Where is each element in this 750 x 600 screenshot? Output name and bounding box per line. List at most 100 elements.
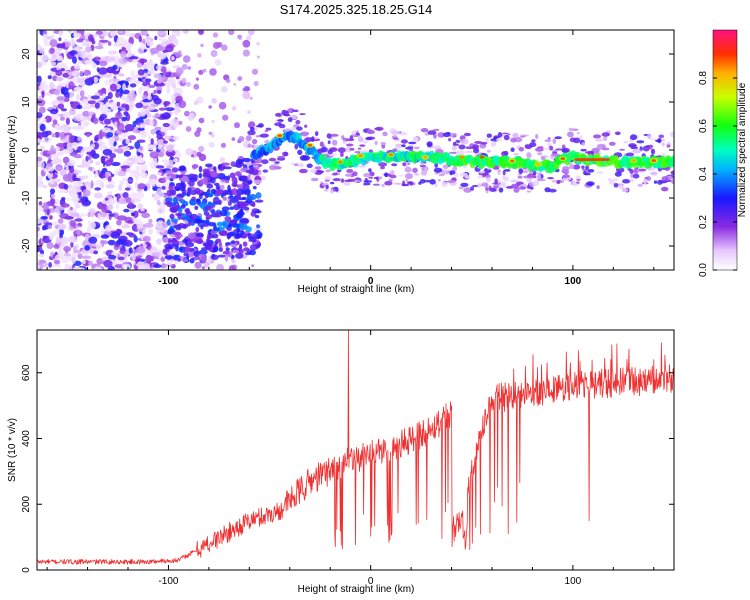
spectrogram-cell <box>245 252 252 256</box>
spectrogram-cell <box>69 152 77 157</box>
spectrogram-cell <box>235 252 244 259</box>
spectrogram-cell <box>146 105 156 111</box>
snr-x-tick-label: -100 <box>158 576 178 587</box>
spectrogram-cell <box>552 138 557 145</box>
spectrogram-cell <box>49 39 58 48</box>
spectrogram-cell <box>136 139 146 143</box>
spectrogram-x-axis-label: Height of straight line (km) <box>298 284 415 295</box>
spectrogram-cell <box>486 149 491 153</box>
spectrogram-cell <box>155 165 165 169</box>
spectrogram-cell <box>210 254 219 260</box>
spectrogram-cell <box>172 197 179 204</box>
spectrogram-cell <box>69 220 76 227</box>
spectrogram-cell <box>433 167 443 173</box>
spectrogram-cell <box>194 218 202 224</box>
spectrogram-cell <box>139 164 148 172</box>
spectrogram-cell <box>512 132 519 138</box>
spectrogram-cell <box>210 133 215 138</box>
spectrogram-cell <box>93 76 99 84</box>
spectrogram-cell <box>251 68 259 75</box>
spectrogram-cell <box>372 183 380 186</box>
spectrogram-cell <box>37 75 42 84</box>
spectrogram-cell <box>128 247 133 254</box>
spectrogram-cell <box>502 176 509 182</box>
spectrogram-cell <box>210 229 216 236</box>
spectrogram-cell <box>490 141 497 147</box>
spectrogram-cell <box>148 228 154 235</box>
spectrogram-cell <box>50 160 59 165</box>
spectrogram-cell <box>177 258 181 262</box>
spectrogram-cell <box>653 180 658 184</box>
spectrogram-cell <box>228 265 236 270</box>
spectrogram-cell <box>118 235 128 243</box>
spectrogram-cell <box>581 142 586 146</box>
spectrogram-cell <box>204 205 212 211</box>
spectrogram-cell <box>37 61 43 69</box>
spectrogram-cell <box>243 247 250 252</box>
spectrogram-cell <box>57 103 65 110</box>
spectrogram-cell <box>116 101 121 107</box>
spectrogram-cell <box>409 181 414 186</box>
spectrogram-cell <box>227 223 232 228</box>
spectrogram-cell <box>37 156 43 162</box>
spectrogram-cell <box>153 89 157 95</box>
spectrogram-cell <box>295 120 301 125</box>
spectrogram-cell <box>432 128 440 131</box>
spectrogram-cell <box>108 51 116 56</box>
spectrogram-cell <box>395 143 402 150</box>
spectrogram-cell <box>121 116 127 122</box>
spectrogram-cell <box>170 173 177 180</box>
spectrogram-cell <box>554 136 562 140</box>
spectrogram-cell <box>218 101 227 110</box>
spectrogram-cell <box>544 147 550 151</box>
spectrogram-cell <box>479 155 485 159</box>
spectrogram-cell <box>219 184 225 191</box>
spectrogram-cell <box>199 178 208 185</box>
spectrogram-cell <box>256 224 261 229</box>
spectrogram-cell <box>157 151 165 158</box>
spectrogram-cell <box>458 186 464 190</box>
spectrogram-cell <box>510 179 520 183</box>
spectrogram-cell <box>226 175 231 181</box>
spectrogram-cell <box>242 184 250 191</box>
spectrogram-cell <box>57 188 68 193</box>
spectrogram-cell <box>587 169 595 173</box>
spectrogram-cell <box>175 224 182 231</box>
spectrogram-cell <box>137 203 144 209</box>
spectrogram-cell <box>249 175 255 181</box>
spectrogram-cell <box>269 164 277 171</box>
spectrogram-cell <box>103 73 113 79</box>
spectrogram-cell <box>224 254 229 262</box>
spectrogram-cell <box>195 233 204 238</box>
spectrogram-cell <box>55 76 64 82</box>
spectrogram-cell <box>239 223 248 230</box>
spectrogram-cell <box>297 149 303 155</box>
spectrogram-cell <box>178 120 183 125</box>
spectrogram-cell <box>97 212 101 221</box>
spectrogram-cell <box>58 37 62 42</box>
spectrogram-cell <box>231 259 236 264</box>
spectrogram-cell <box>106 132 114 138</box>
spectrogram-cell <box>437 132 446 138</box>
spectrogram-cell <box>83 175 89 179</box>
spectrogram-cell <box>575 175 581 180</box>
spectrogram-cell <box>222 196 227 201</box>
spectrogram-cell <box>134 141 141 149</box>
spectrogram-cell <box>120 50 127 59</box>
spectrogram-cell <box>42 184 48 189</box>
spectrogram-cell <box>513 186 520 193</box>
spectrogram-cell <box>218 164 222 170</box>
spectrogram-cell <box>74 204 81 209</box>
spectrogram-cell <box>502 170 506 176</box>
spectrogram-cell <box>49 71 58 76</box>
spectrogram-cell <box>131 59 138 63</box>
spectrogram-cell <box>79 90 85 98</box>
spectrogram-cell <box>163 101 171 106</box>
spectrogram-cell <box>389 174 397 179</box>
spectrogram-cell <box>100 141 106 147</box>
spectrogram-cell <box>544 139 552 142</box>
spectrogram-cell <box>93 266 103 270</box>
spectrogram-cell <box>225 242 232 246</box>
spectrogram-cell <box>37 175 44 182</box>
spectrogram-cell <box>357 165 366 168</box>
